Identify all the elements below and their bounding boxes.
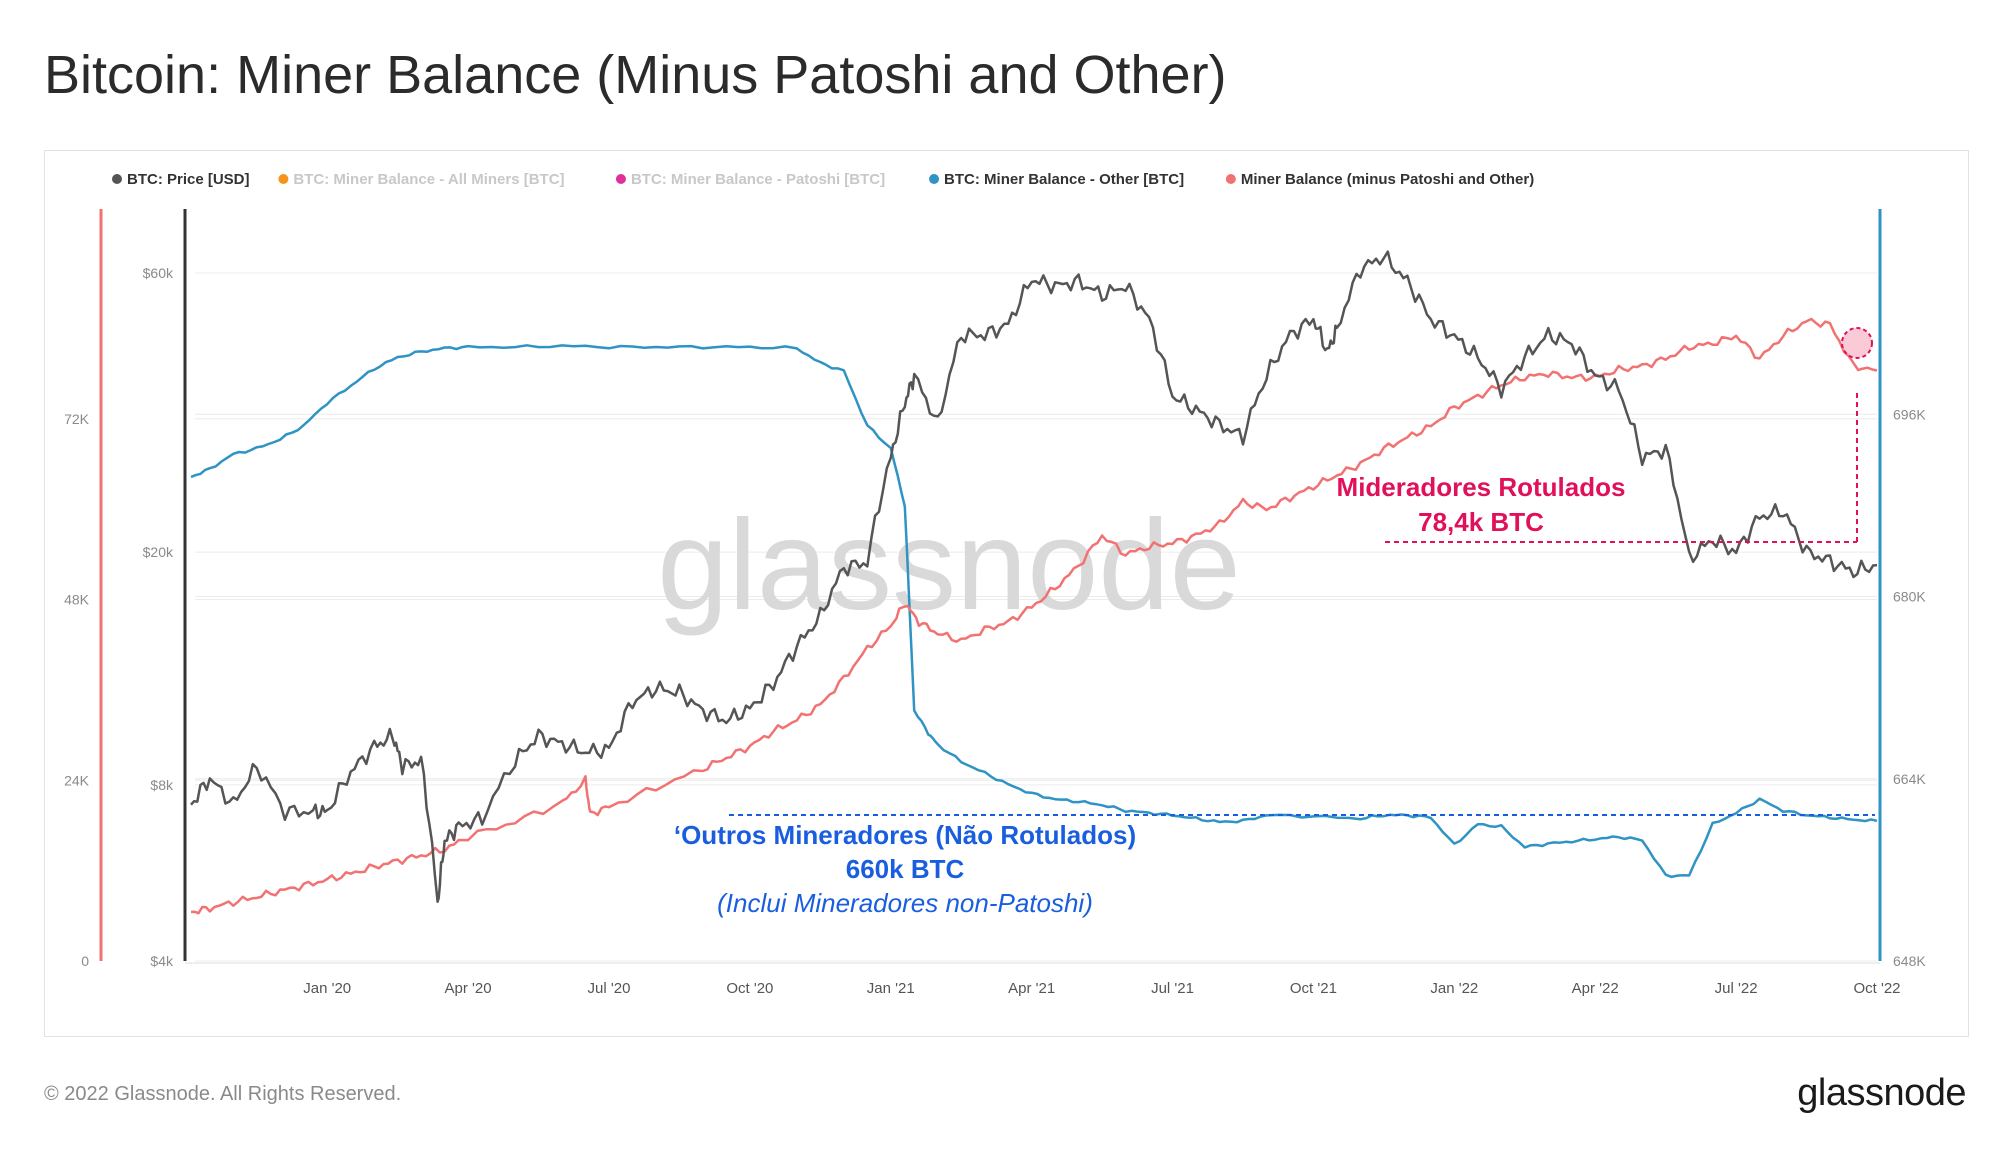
grid-lines	[195, 272, 1877, 962]
x-tick-4: Jan '21	[867, 980, 915, 997]
labeled-endpoint-marker	[1841, 327, 1873, 359]
legend-item-3[interactable]: BTC: Miner Balance - Other [BTC]	[929, 171, 1184, 188]
x-tick-7: Oct '21	[1290, 980, 1337, 997]
series-line-miner-balance-other	[190, 344, 1878, 879]
glassnode-logo[interactable]: glassnode	[1797, 1072, 1966, 1114]
x-tick-0: Jan '20	[303, 980, 351, 997]
legend-dot-4	[1225, 174, 1236, 184]
x-tick-6: Jul '21	[1151, 980, 1194, 997]
x-tick-10: Jul '22	[1715, 980, 1758, 997]
legend-label-4: Miner Balance (minus Patoshi and Other)	[1241, 171, 1534, 188]
legend-dot-0	[112, 174, 122, 184]
price-tick-2: $20k	[143, 544, 174, 560]
legend-label-0: BTC: Price [USD]	[127, 171, 250, 188]
x-tick-8: Jan '22	[1430, 980, 1478, 997]
legend-dot-1	[278, 174, 289, 184]
legend-dot-3	[929, 174, 940, 184]
chart-svg: BTC: Price [USD] BTC: Miner Balance - All…	[64, 171, 1926, 997]
price-axis-ticks: $4k $8k $20k $60k	[143, 265, 174, 969]
left-tick-0: 0	[81, 953, 89, 969]
right-tick-2: 680K	[1893, 589, 1926, 605]
copyright-footer: © 2022 Glassnode. All Rights Reserved.	[44, 1083, 402, 1105]
right-tick-1: 664K	[1893, 771, 1926, 787]
price-tick-1: $8k	[150, 777, 174, 793]
x-tick-3: Oct '20	[726, 980, 773, 997]
left-tick-2: 48K	[64, 592, 90, 608]
legend-item-4[interactable]: Miner Balance (minus Patoshi and Other)	[1225, 171, 1534, 188]
series-line-miner-balance-minus	[190, 317, 1878, 915]
legend-item-0[interactable]: BTC: Price [USD]	[112, 171, 250, 188]
series-line-price	[190, 250, 1878, 903]
right-axis-ticks: 648K 664K 680K 696K	[1893, 406, 1926, 969]
page-title: Bitcoin: Miner Balance (Minus Patoshi an…	[44, 45, 1227, 105]
watermark: glassnode	[657, 494, 1241, 637]
legend-label-1: BTC: Miner Balance - All Miners [BTC]	[293, 171, 564, 188]
legend-label-3: BTC: Miner Balance - Other [BTC]	[944, 171, 1184, 188]
x-axis-ticks: Jan '20 Apr '20 Jul '20 Oct '20 Jan '21 Apr '…	[303, 980, 1900, 997]
legend-dot-2	[615, 174, 626, 184]
price-tick-3: $60k	[143, 265, 174, 281]
right-tick-3: 696K	[1893, 406, 1926, 422]
chart-panel: BTC: Price [USD] BTC: Miner Balance - All…	[44, 150, 1969, 1037]
x-tick-5: Apr '21	[1008, 980, 1055, 997]
x-tick-9: Apr '22	[1572, 980, 1619, 997]
left-axis-ticks: 0 24K 48K 72K	[64, 411, 90, 969]
legend-item-2[interactable]: BTC: Miner Balance - Patoshi [BTC]	[615, 171, 885, 188]
x-tick-1: Apr '20	[445, 980, 492, 997]
annotation-labeled-value: 78,4k BTC	[1418, 507, 1544, 537]
annotation-other-title: ‘Outros Mineradores (Não Rotulados)	[674, 820, 1136, 850]
annotation-other-value: 660k BTC	[846, 854, 965, 884]
annotation-labeled-title: Mideradores Rotulados	[1337, 472, 1626, 502]
left-tick-3: 72K	[64, 411, 90, 427]
legend-label-2: BTC: Miner Balance - Patoshi [BTC]	[631, 171, 885, 188]
x-tick-2: Jul '20	[588, 980, 631, 997]
left-tick-1: 24K	[64, 772, 90, 788]
price-tick-0: $4k	[150, 953, 174, 969]
x-tick-11: Oct '22	[1853, 980, 1900, 997]
annotation-other-note: (Inclui Mineradores non-Patoshi)	[717, 888, 1093, 918]
chart-legend[interactable]: BTC: Price [USD] BTC: Miner Balance - All…	[112, 171, 1534, 188]
legend-item-1[interactable]: BTC: Miner Balance - All Miners [BTC]	[278, 171, 565, 188]
right-tick-0: 648K	[1893, 953, 1926, 969]
